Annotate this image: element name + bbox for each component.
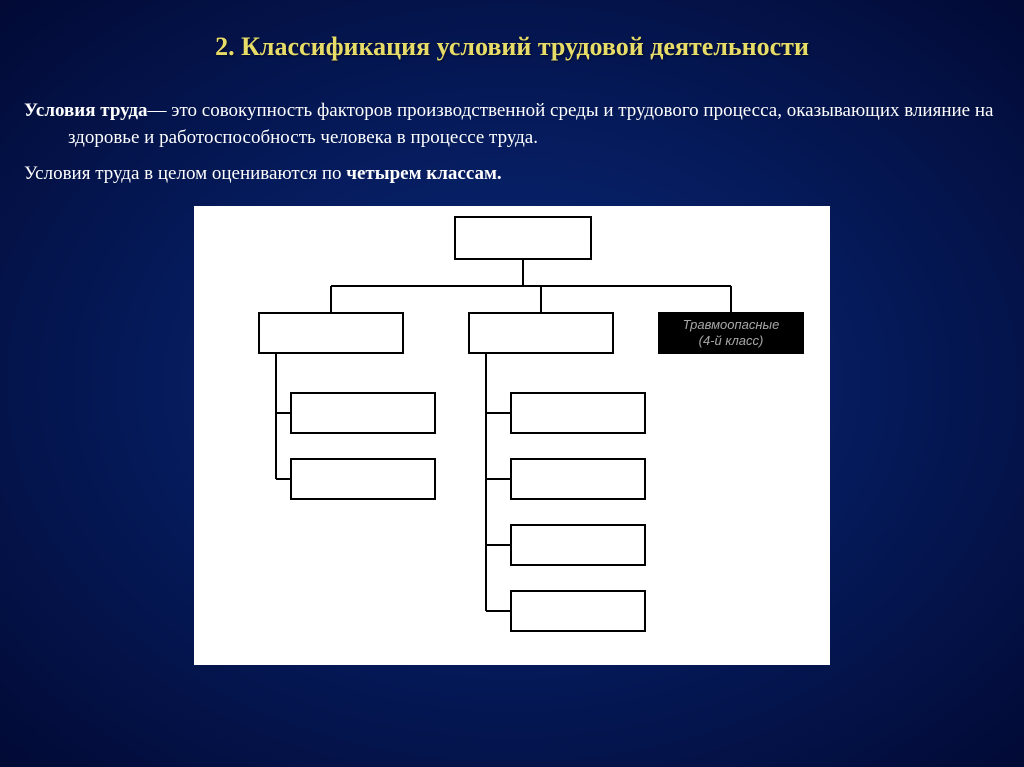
paragraph-classes: Условия труда в целом оцениваются по чет… <box>24 161 1000 188</box>
node-harm: Вредные(3-й класс) <box>468 312 614 354</box>
node-opt-line2: (1-й класс) <box>292 413 434 429</box>
node-d33-line2: (3.3) <box>512 545 644 561</box>
node-danger-line1: Травмоопасные <box>660 317 802 333</box>
node-root-line1: УСЛОВИЯ <box>456 222 590 238</box>
paragraph-definition: Условия труда— это совокупность факторов… <box>24 98 1000 151</box>
node-root: УСЛОВИЯТРУДА <box>454 216 592 260</box>
para2-start: Условия труда в целом оцениваются по <box>24 163 346 184</box>
node-d31-line2: (3.1) <box>512 413 644 429</box>
node-allow: Допустимые(2-й класс) <box>290 458 436 500</box>
node-d33-line1: 3-й степени <box>512 529 644 545</box>
node-d32-line1: 2-й степени <box>512 463 644 479</box>
node-root-line2: ТРУДА <box>456 238 590 254</box>
node-d32: 2-й степени(3.2) <box>510 458 646 500</box>
slide-title: 2. Классификация условий трудовой деятел… <box>24 32 1000 62</box>
node-opt-line1: Оптимальные <box>292 397 434 413</box>
node-d31-line1: 1-й степени <box>512 397 644 413</box>
diagram: УСЛОВИЯТРУДА Безопасные Вредные(3-й класс)… <box>194 206 830 665</box>
node-d33: 3-й степени(3.3) <box>510 524 646 566</box>
node-opt: Оптимальные(1-й класс) <box>290 392 436 434</box>
term-bold: Условия труда <box>24 100 148 121</box>
node-harm-line1: Вредные <box>470 317 612 333</box>
node-d34-line2: (3.4) <box>512 611 644 627</box>
diagram-container: УСЛОВИЯТРУДА Безопасные Вредные(3-й класс)… <box>194 206 830 665</box>
definition-text: — это совокупность факторов производстве… <box>68 100 993 148</box>
node-d34-line1: 4-й степени <box>512 595 644 611</box>
slide: 2. Классификация условий трудовой деятел… <box>0 0 1024 665</box>
node-harm-line2: (3-й класс) <box>470 333 612 349</box>
node-danger-line2: (4-й класс) <box>660 333 802 349</box>
node-safe: Безопасные <box>258 312 404 354</box>
node-d32-line2: (3.2) <box>512 479 644 495</box>
node-d31: 1-й степени(3.1) <box>510 392 646 434</box>
node-allow-line1: Допустимые <box>292 463 434 479</box>
node-allow-line2: (2-й класс) <box>292 479 434 495</box>
node-danger: Травмоопасные(4-й класс) <box>658 312 804 354</box>
node-safe-line1: Безопасные <box>260 325 402 341</box>
para2-bold: четырем классам. <box>346 163 501 184</box>
node-d34: 4-й степени(3.4) <box>510 590 646 632</box>
